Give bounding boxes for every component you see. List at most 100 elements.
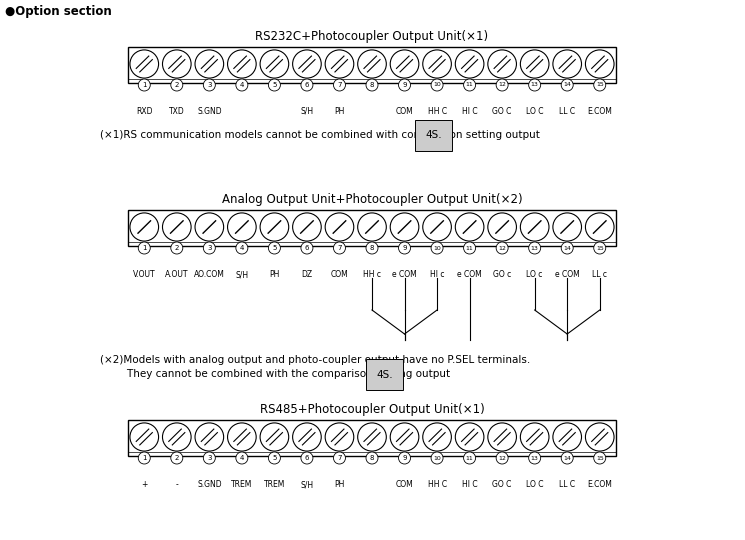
Text: 4: 4 (240, 245, 244, 251)
Text: 4: 4 (240, 455, 244, 461)
Text: COM: COM (396, 107, 413, 116)
Text: AO.COM: AO.COM (194, 270, 225, 279)
Text: HI C: HI C (462, 107, 478, 116)
Text: TREM: TREM (231, 480, 253, 489)
Ellipse shape (520, 50, 549, 78)
Ellipse shape (195, 213, 223, 241)
Ellipse shape (260, 213, 289, 241)
Text: (×1)RS communication models cannot be combined with comparison setting output: (×1)RS communication models cannot be co… (100, 130, 540, 140)
Ellipse shape (227, 423, 256, 451)
Ellipse shape (390, 50, 419, 78)
Text: S/H: S/H (300, 107, 314, 116)
Ellipse shape (195, 50, 223, 78)
Ellipse shape (130, 50, 159, 78)
Text: A.OUT: A.OUT (165, 270, 188, 279)
Text: 10: 10 (433, 456, 441, 461)
Text: 1: 1 (142, 455, 147, 461)
Text: 1: 1 (142, 245, 147, 251)
Ellipse shape (422, 50, 451, 78)
Ellipse shape (553, 213, 582, 241)
Text: HI c: HI c (430, 270, 444, 279)
Circle shape (594, 79, 606, 91)
Text: LO C: LO C (526, 480, 543, 489)
Ellipse shape (325, 213, 354, 241)
Text: +: + (141, 480, 148, 489)
Text: RS232C+Photocoupler Output Unit(×1): RS232C+Photocoupler Output Unit(×1) (256, 30, 489, 43)
Text: DZ: DZ (302, 270, 312, 279)
Ellipse shape (553, 50, 582, 78)
Text: GO C: GO C (492, 480, 512, 489)
Text: 4S.: 4S. (425, 131, 442, 140)
Text: 15: 15 (596, 246, 603, 251)
Circle shape (399, 242, 410, 254)
Text: e COM: e COM (555, 270, 580, 279)
Text: GO C: GO C (492, 107, 512, 116)
Text: 5: 5 (272, 455, 276, 461)
Circle shape (203, 79, 215, 91)
Text: (×2)Models with analog output and photo-coupler output have no P.SEL terminals.: (×2)Models with analog output and photo-… (100, 355, 530, 365)
Circle shape (366, 242, 378, 254)
Ellipse shape (162, 50, 191, 78)
Text: ●Option section: ●Option section (5, 5, 112, 18)
Circle shape (139, 452, 150, 464)
Circle shape (203, 242, 215, 254)
Text: TXD: TXD (169, 107, 185, 116)
Circle shape (594, 452, 606, 464)
Circle shape (561, 452, 573, 464)
Ellipse shape (195, 423, 223, 451)
Ellipse shape (390, 213, 419, 241)
Text: 2: 2 (174, 455, 179, 461)
Circle shape (463, 452, 475, 464)
Text: S.GND: S.GND (197, 107, 222, 116)
Circle shape (268, 242, 280, 254)
Text: S/H: S/H (300, 480, 314, 489)
Text: E.COM: E.COM (587, 480, 612, 489)
Circle shape (268, 79, 280, 91)
Circle shape (236, 79, 248, 91)
Text: 10: 10 (433, 83, 441, 87)
Text: 7: 7 (337, 245, 342, 251)
Text: LO c: LO c (527, 270, 543, 279)
Text: 9: 9 (402, 245, 407, 251)
Text: COM: COM (331, 270, 349, 279)
Text: They cannot be combined with the comparison setting output: They cannot be combined with the compari… (114, 369, 450, 379)
Circle shape (334, 242, 346, 254)
Circle shape (399, 452, 410, 464)
Text: LL c: LL c (592, 270, 607, 279)
Ellipse shape (130, 213, 159, 241)
Circle shape (463, 242, 475, 254)
Circle shape (301, 79, 313, 91)
Text: 12: 12 (498, 83, 506, 87)
Text: e COM: e COM (392, 270, 417, 279)
Text: HH C: HH C (428, 480, 447, 489)
Text: 2: 2 (174, 245, 179, 251)
Text: HH C: HH C (428, 107, 447, 116)
Circle shape (594, 242, 606, 254)
Text: 11: 11 (466, 83, 474, 87)
Text: 7: 7 (337, 455, 342, 461)
Text: 2: 2 (174, 82, 179, 88)
Text: S/H: S/H (235, 270, 248, 279)
Circle shape (496, 242, 508, 254)
Text: 9: 9 (402, 82, 407, 88)
Circle shape (334, 79, 346, 91)
Ellipse shape (162, 423, 191, 451)
Ellipse shape (455, 50, 484, 78)
Ellipse shape (455, 213, 484, 241)
Ellipse shape (260, 50, 289, 78)
Circle shape (529, 79, 541, 91)
Text: 3: 3 (207, 455, 212, 461)
Text: 13: 13 (530, 246, 539, 251)
Text: 15: 15 (596, 83, 603, 87)
Text: 13: 13 (530, 456, 539, 461)
Ellipse shape (520, 213, 549, 241)
Circle shape (301, 242, 313, 254)
Text: 4: 4 (240, 82, 244, 88)
Ellipse shape (586, 50, 614, 78)
Text: 4S.: 4S. (376, 369, 393, 380)
Circle shape (334, 452, 346, 464)
Circle shape (139, 79, 150, 91)
Ellipse shape (227, 50, 256, 78)
Circle shape (529, 452, 541, 464)
Ellipse shape (325, 423, 354, 451)
